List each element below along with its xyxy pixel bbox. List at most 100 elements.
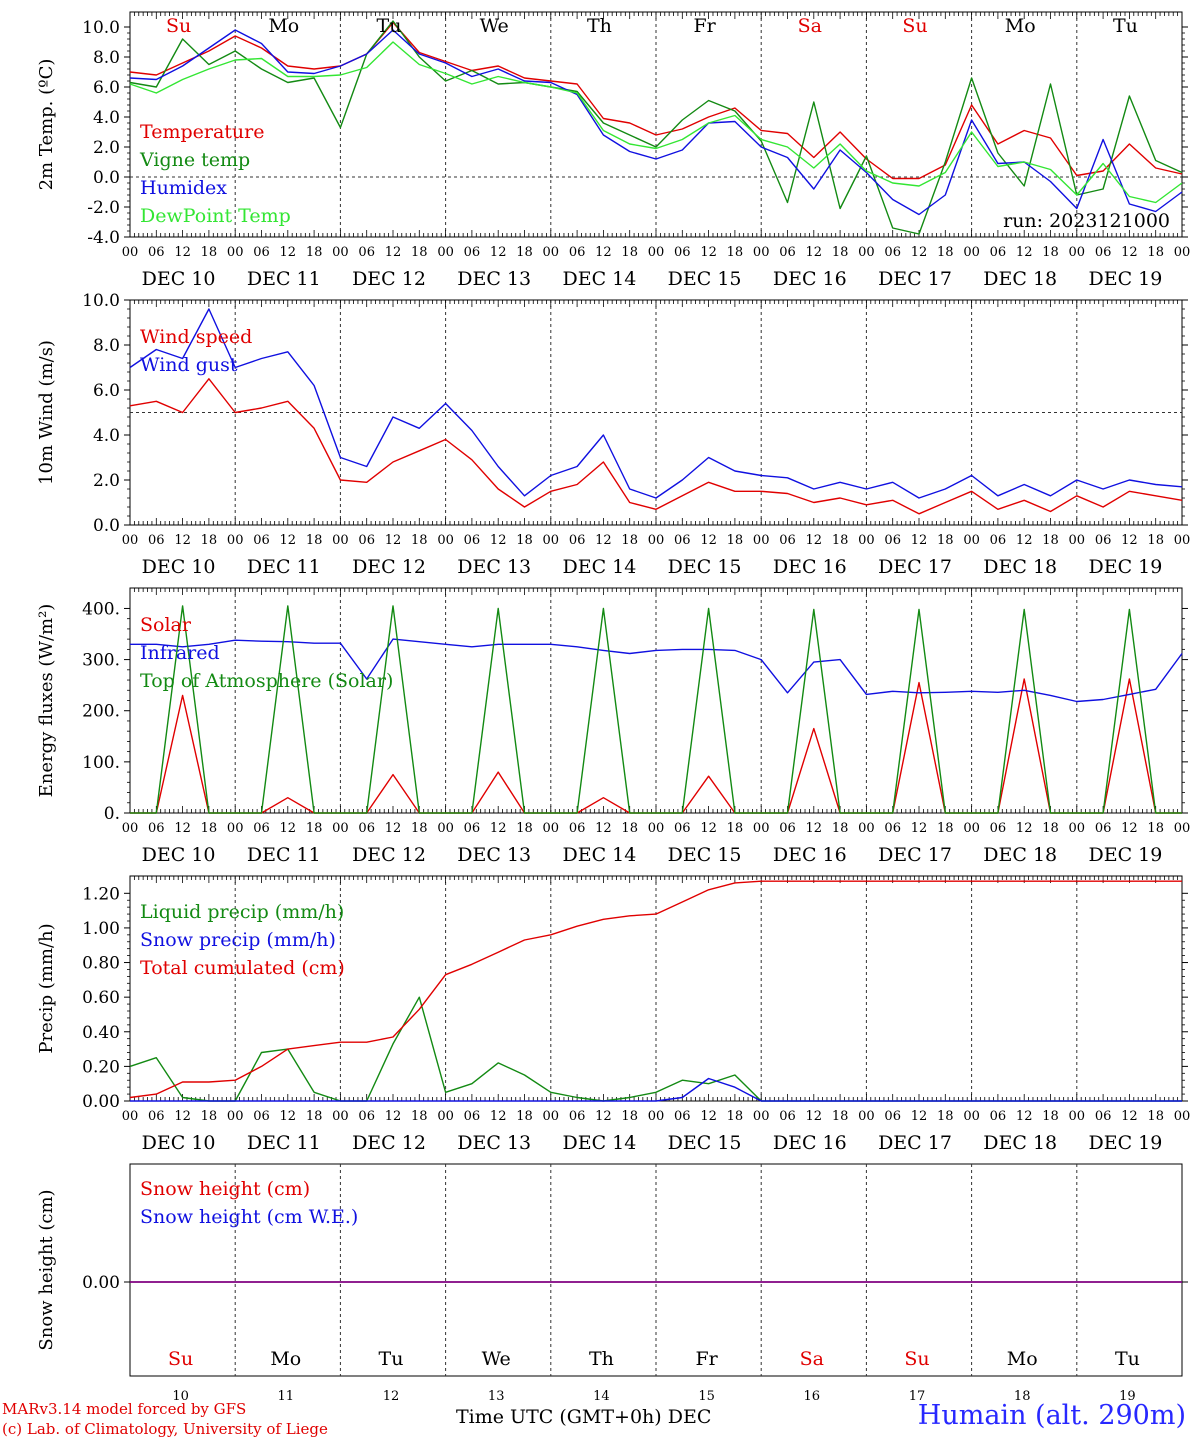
wind-hour-label: 06 — [253, 533, 270, 548]
temperature-hour-label: 06 — [358, 245, 375, 260]
wind-ytick-label: 6.0 — [93, 381, 120, 401]
wind-hour-label: 06 — [779, 533, 796, 548]
wind-hour-label: 12 — [806, 533, 823, 548]
temperature-date-label: DEC 17 — [878, 268, 952, 290]
precip-ytick-label: 1.00 — [82, 919, 120, 939]
precip-hour-label: 06 — [674, 1109, 691, 1124]
temperature-hour-label: 00 — [648, 245, 665, 260]
temperature-ytick-label: 2.0 — [93, 138, 120, 158]
temperature-date-label: DEC 11 — [247, 268, 321, 290]
temperature-series-line-3 — [129, 41, 1183, 204]
temperature-hour-label: 18 — [727, 245, 744, 260]
temperature-hour-label: 12 — [911, 245, 928, 260]
snow-legend-entry: Snow height (cm) — [140, 1178, 310, 1200]
precip-date-label: DEC 13 — [457, 1132, 531, 1154]
wind-hour-label: 12 — [595, 533, 612, 548]
precip-date-label: DEC 10 — [142, 1132, 216, 1154]
precip-date-label: DEC 15 — [668, 1132, 742, 1154]
temperature-hour-label: 06 — [990, 245, 1007, 260]
precip-ytick-label: 0.40 — [82, 1023, 120, 1043]
energy-hour-label: 06 — [1095, 821, 1112, 836]
wind-hour-label: 00 — [648, 533, 665, 548]
weekday-label-bottom: Th — [589, 1348, 614, 1370]
precip-hour-label: 18 — [411, 1109, 428, 1124]
energy-hour-label: 06 — [674, 821, 691, 836]
energy-hour-label: 12 — [280, 821, 297, 836]
temperature-series-line-0 — [129, 21, 1183, 180]
wind-hour-label: 00 — [543, 533, 560, 548]
energy-hour-label: 06 — [569, 821, 586, 836]
temperature-hour-label: 18 — [1042, 245, 1059, 260]
day-number-label: 12 — [383, 1389, 400, 1404]
energy-hour-label: 18 — [832, 821, 849, 836]
temperature-hour-label: 12 — [174, 245, 191, 260]
wind-hour-label: 00 — [963, 533, 980, 548]
energy-hour-label: 12 — [806, 821, 823, 836]
precip-hour-label: 00 — [122, 1109, 139, 1124]
energy-ytick-label: 300. — [82, 651, 120, 671]
precip-hour-label: 12 — [280, 1109, 297, 1124]
temperature-plot-frame — [129, 11, 1183, 238]
precip-hour-label: 00 — [1069, 1109, 1086, 1124]
wind-ylabel: 10m Wind (m/s) — [36, 340, 57, 485]
temperature-hour-label: 06 — [569, 245, 586, 260]
precip-hour-label: 18 — [937, 1109, 954, 1124]
wind-legend-entry: Wind gust — [140, 354, 238, 376]
precip-hour-label: 12 — [385, 1109, 402, 1124]
energy-series-line-1 — [130, 638, 1183, 703]
wind-hour-label: 00 — [753, 533, 770, 548]
wind-date-label: DEC 19 — [1088, 556, 1162, 578]
wind-hour-label: 12 — [700, 533, 717, 548]
wind-hour-label: 18 — [832, 533, 849, 548]
precip-ytick-label: 0.60 — [82, 988, 120, 1008]
energy-hour-label: 06 — [148, 821, 165, 836]
temperature-hour-label: 12 — [595, 245, 612, 260]
temperature-hour-label: 12 — [806, 245, 823, 260]
weekday-label-top: Sa — [798, 15, 822, 37]
wind-hour-label: 00 — [227, 533, 244, 548]
temperature-hour-label: 00 — [227, 245, 244, 260]
energy-hour-label: 06 — [253, 821, 270, 836]
wind-date-label: DEC 10 — [142, 556, 216, 578]
precip-hour-label: 18 — [727, 1109, 744, 1124]
temperature-hour-label: 00 — [332, 245, 349, 260]
station-title: Humain (alt. 290m) — [917, 1400, 1186, 1431]
temperature-run-annotation: run: 2023121000 — [1003, 210, 1170, 232]
energy-hour-label: 00 — [332, 821, 349, 836]
wind-date-label: DEC 14 — [562, 556, 636, 578]
wind-ytick-label: 0.0 — [93, 516, 120, 536]
energy-ytick-label: 0. — [104, 804, 120, 824]
temperature-hour-label: 06 — [253, 245, 270, 260]
precip-date-label: DEC 11 — [247, 1132, 321, 1154]
wind-series-line-0 — [129, 378, 1183, 515]
wind-hour-label: 00 — [332, 533, 349, 548]
precip-hour-label: 00 — [858, 1109, 875, 1124]
wind-hour-label: 06 — [148, 533, 165, 548]
precip-hour-label: 12 — [490, 1109, 507, 1124]
temperature-hour-label: 06 — [1095, 245, 1112, 260]
wind-hour-label: 12 — [385, 533, 402, 548]
wind-date-label: DEC 13 — [457, 556, 531, 578]
temperature-legend-entry: Humidex — [140, 177, 227, 199]
energy-date-label: DEC 16 — [773, 844, 847, 866]
wind-hour-label: 06 — [569, 533, 586, 548]
energy-hour-label: 12 — [385, 821, 402, 836]
temperature-hour-label: 18 — [306, 245, 323, 260]
temperature-ytick-label: 10.0 — [82, 18, 120, 38]
day-number-label: 10 — [172, 1389, 189, 1404]
temperature-date-label: DEC 16 — [773, 268, 847, 290]
temperature-hour-label: 18 — [621, 245, 638, 260]
energy-hour-label: 12 — [490, 821, 507, 836]
precip-legend-entry: Liquid precip (mm/h) — [140, 901, 344, 923]
precip-ytick-label: 0.80 — [82, 954, 120, 974]
energy-date-label: DEC 19 — [1088, 844, 1162, 866]
temperature-legend-entry: Temperature — [140, 121, 264, 143]
precip-hour-label: 00 — [437, 1109, 454, 1124]
energy-plot-frame — [129, 587, 1183, 814]
wind-hour-label: 00 — [122, 533, 139, 548]
precip-hour-label: 00 — [753, 1109, 770, 1124]
weekday-label-bottom: Su — [904, 1348, 929, 1370]
energy-date-label: DEC 15 — [668, 844, 742, 866]
precip-ytick-label: 0.20 — [82, 1057, 120, 1077]
temperature-hour-label: 00 — [122, 245, 139, 260]
